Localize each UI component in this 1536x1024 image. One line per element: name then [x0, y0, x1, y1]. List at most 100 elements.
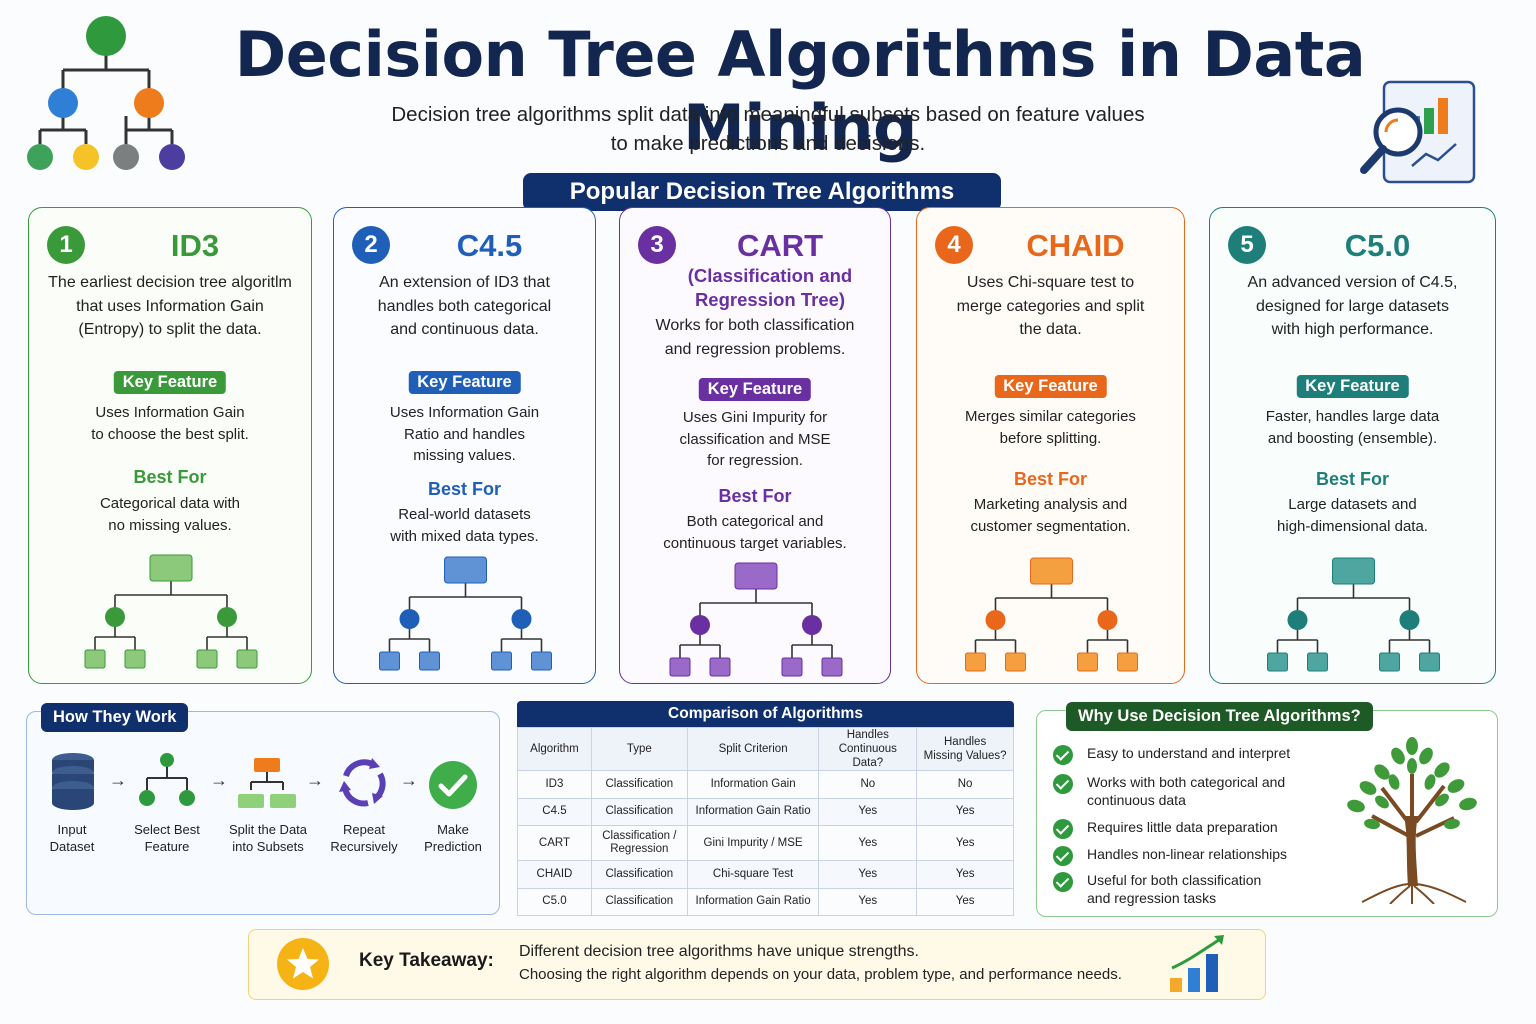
- comparison-table-title: Comparison of Algorithms: [517, 701, 1014, 727]
- why-list-item: Handles non-linear relationships: [1087, 846, 1288, 862]
- table-cell: Classification: [590, 797, 688, 826]
- table-cell: Information Gain: [686, 770, 820, 799]
- algorithm-description: The earliest decision tree algoritlm that…: [48, 274, 292, 338]
- table-row: C5.0 Classification Information Gain Ratio…: [517, 887, 1014, 916]
- best-for-text: Real-world datasets with mixed data types…: [390, 506, 539, 545]
- best-for-text: Large datasets and high-dimensional data.: [1277, 496, 1428, 535]
- checkmark-icon: [1053, 846, 1073, 866]
- algorithm-name: C5.0: [1344, 228, 1411, 263]
- table-cell: Gini Impurity / MSE: [686, 825, 820, 861]
- algorithm-card-3: 3 CART (Classification and Regression Tree…: [619, 207, 891, 684]
- checkmark-icon: [1053, 819, 1073, 839]
- page-title: Decision Tree Algorithms in Data Mining: [234, 18, 1366, 164]
- mini-tree-icon: [965, 557, 1138, 672]
- algorithm-number-badge: 1: [47, 226, 85, 264]
- checkmark-icon: [1053, 872, 1073, 892]
- how-step-label: Repeat Recursively: [330, 822, 398, 854]
- key-feature-badge: Key Feature: [994, 375, 1107, 398]
- how-step-label: Make Prediction: [424, 822, 482, 854]
- key-feature-badge: Key Feature: [408, 371, 521, 394]
- algorithm-number-badge: 3: [638, 226, 676, 264]
- table-cell: Classification: [590, 887, 688, 916]
- table-header-cell: Algorithm: [517, 727, 592, 771]
- table-cell: Yes: [818, 887, 918, 916]
- best-for-text: Categorical data with no missing values.: [99, 495, 241, 534]
- key-feature-text: Merges similar categories before splittin…: [965, 408, 1136, 447]
- best-for-title: Best For: [718, 486, 792, 506]
- table-cell: CHAID: [517, 860, 592, 889]
- table-header-cell: Handles Continuous Data?: [818, 727, 918, 771]
- table-cell: CART: [517, 825, 592, 861]
- algorithm-card-4: 4 CHAID Uses Chi-square test to merge cat…: [916, 207, 1185, 684]
- table-row: CART Classification / Regression Gini Impur…: [517, 825, 1014, 861]
- best-for-title: Best For: [1013, 469, 1087, 489]
- table-cell: Yes: [916, 887, 1014, 916]
- table-row: C4.5 Classification Information Gain Ratio…: [517, 797, 1014, 826]
- key-feature-badge: Key Feature: [113, 371, 227, 394]
- algorithm-name: CART: [736, 228, 824, 263]
- how-they-work-title: How They Work: [41, 703, 189, 732]
- growth-chart-icon: [1170, 935, 1224, 992]
- how-they-work-panel: [26, 711, 500, 915]
- prediction-check-icon: [429, 761, 477, 809]
- best-for-title: Best For: [427, 479, 501, 499]
- table-row: ID3 Classification Information Gain No No: [517, 770, 1014, 799]
- table-header-cell: Type: [590, 727, 688, 771]
- why-list-item: Requires little data preparation: [1087, 819, 1278, 835]
- table-cell: No: [818, 770, 918, 799]
- key-feature-text: Uses Gini Impurity for classification and…: [679, 409, 831, 469]
- algorithm-number-badge: 2: [352, 226, 390, 264]
- table-cell: ID3: [517, 770, 592, 799]
- algorithm-description: Uses Chi-square test to merge categories …: [956, 274, 1145, 338]
- flow-arrow-icon: →: [306, 770, 324, 790]
- algorithm-card-5: 5 C5.0 An advanced version of C4.5, desig…: [1209, 207, 1496, 684]
- flow-arrow-icon: →: [210, 770, 228, 790]
- mini-tree-icon: [379, 556, 552, 671]
- why-list-item: Easy to understand and interpret: [1087, 745, 1291, 761]
- tree-roots-icon: [1347, 737, 1477, 904]
- page-subtitle: Decision tree algorithms split data into…: [391, 103, 1145, 155]
- best-for-title: Best For: [1315, 469, 1389, 489]
- mini-tree-icon: [669, 562, 843, 677]
- best-for-title: Best For: [133, 467, 207, 487]
- comparison-table: Algorithm Type Split Criterion Handles Conti…: [517, 727, 1014, 916]
- table-cell: Classification / Regression: [590, 825, 688, 861]
- table-cell: Information Gain Ratio: [686, 887, 820, 916]
- why-use-title: Why Use Decision Tree Algorithms?: [1066, 702, 1373, 731]
- table-cell: Yes: [916, 825, 1014, 861]
- best-for-text: Both categorical and continuous target va…: [663, 513, 847, 552]
- table-cell: Yes: [818, 797, 918, 826]
- table-cell: Chi-square Test: [686, 860, 820, 889]
- table-cell: Information Gain Ratio: [686, 797, 820, 826]
- table-cell: Yes: [916, 860, 1014, 889]
- flow-arrow-icon: →: [109, 770, 127, 790]
- algorithm-name: CHAID: [1026, 228, 1125, 263]
- star-icon: [277, 938, 329, 990]
- algorithm-description: An advanced version of C4.5, designed for…: [1247, 274, 1458, 338]
- how-step-label: Select Best Feature: [134, 822, 200, 854]
- table-cell: Yes: [818, 860, 918, 889]
- database-icon: [52, 753, 94, 810]
- why-list-item: Useful for both classification and regres…: [1087, 872, 1262, 906]
- algorithm-name: ID3: [170, 228, 220, 263]
- key-feature-text: Uses Information Gain Ratio and handles mi…: [389, 404, 540, 464]
- mini-tree-icon: [1267, 557, 1440, 672]
- checkmark-icon: [1053, 745, 1073, 765]
- how-step-label: Split the Data into Subsets: [228, 822, 308, 854]
- table-cell: Classification: [590, 860, 688, 889]
- mini-tree-icon: [84, 554, 258, 669]
- split-data-icon: [238, 758, 296, 808]
- table-cell: Yes: [818, 825, 918, 861]
- algorithm-card-2: 2 C4.5 An extension of ID3 that handles b…: [333, 207, 596, 684]
- best-for-text: Marketing analysis and customer segmentat…: [970, 496, 1131, 535]
- algorithm-name: C4.5: [456, 228, 523, 263]
- table-cell: Yes: [916, 797, 1014, 826]
- how-step-label: Input Dataset: [49, 822, 95, 854]
- table-header-cell: Split Criterion: [686, 727, 820, 771]
- algorithm-card-1: 1 ID3 The earliest decision tree algorit…: [28, 207, 312, 684]
- repeat-cycle-icon: [339, 758, 386, 807]
- key-takeaway-box: [248, 929, 1266, 1000]
- algorithm-number-badge: 4: [935, 226, 973, 264]
- key-takeaway-line2: Choosing the right algorithm depends on …: [519, 966, 1122, 983]
- select-feature-tree-icon: [139, 753, 195, 806]
